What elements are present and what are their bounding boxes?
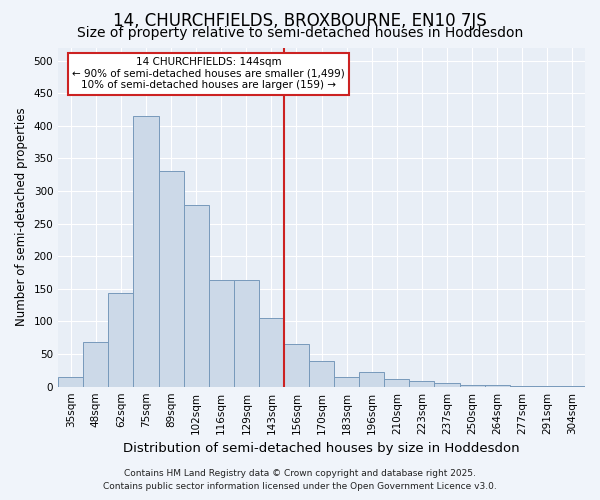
Bar (133, 116, 158, 386)
Bar (359, 372, 385, 386)
Bar (234, 280, 259, 386)
X-axis label: Distribution of semi-detached houses by size in Hoddesdon: Distribution of semi-detached houses by … (123, 442, 520, 455)
Y-axis label: Number of semi-detached properties: Number of semi-detached properties (15, 108, 28, 326)
Text: 14, CHURCHFIELDS, BROXBOURNE, EN10 7JS: 14, CHURCHFIELDS, BROXBOURNE, EN10 7JS (113, 12, 487, 30)
Bar (284, 344, 309, 387)
Bar (385, 379, 409, 386)
Text: 14 CHURCHFIELDS: 144sqm
← 90% of semi-detached houses are smaller (1,499)
10% of: 14 CHURCHFIELDS: 144sqm ← 90% of semi-de… (73, 58, 345, 90)
Bar (109, 294, 133, 386)
Bar (58, 377, 83, 386)
Bar (409, 381, 434, 386)
Bar (434, 384, 460, 386)
Bar (309, 360, 334, 386)
Bar (83, 342, 109, 386)
Bar (334, 377, 359, 386)
Bar (184, 206, 209, 386)
Bar (158, 172, 184, 386)
Bar (209, 280, 234, 386)
Text: Size of property relative to semi-detached houses in Hoddesdon: Size of property relative to semi-detach… (77, 26, 523, 40)
Bar (460, 384, 485, 386)
Bar (259, 318, 284, 386)
Text: Contains HM Land Registry data © Crown copyright and database right 2025.
Contai: Contains HM Land Registry data © Crown c… (103, 470, 497, 491)
